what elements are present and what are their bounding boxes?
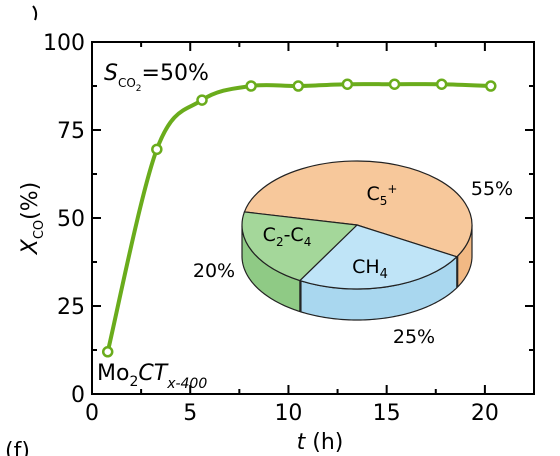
panel-label: (f) [5,439,30,456]
pie-slice-C5+ [243,160,473,258]
y-tick-label: 0 [71,383,85,408]
y-tick-label: 75 [57,119,85,144]
pie-slice-C2-C4 [241,211,359,282]
pie-label-c2c4: C2-C4 [263,224,312,249]
y-tick-label: 50 [57,207,85,232]
pie-label-c5: C5+ [367,182,398,208]
x-tick-label: 15 [373,401,401,426]
pie-label-ch4: CH4 [352,256,388,282]
data-point [341,78,354,90]
data-point [435,78,448,90]
pie-pct-ch4: 25% [393,326,435,348]
conversion-points [101,78,497,358]
data-point [292,80,305,92]
y-tick-label: 100 [43,31,85,56]
pie-slice-CH4 [298,224,458,290]
y-tick-label: 25 [57,295,85,320]
pie-pct-c2c4: 20% [193,260,235,282]
axis-tick-labels: 0 5 10 15 20 0 25 50 75 100 [43,31,499,426]
data-point [101,346,114,358]
axis-ticks [91,41,534,395]
catalyst-annotation: Mo2CTx-400 [97,361,207,392]
x-tick-label: 0 [85,401,99,426]
x-tick-label: 20 [471,401,499,426]
selectivity-annotation: SCO2=50% [104,61,209,94]
data-point [388,78,401,90]
pie-pct-c5: 55% [471,178,513,200]
x-tick-label: 10 [274,401,302,426]
x-axis-title: t (h) [297,430,344,455]
clipped-glyph [32,5,38,21]
selectivity-pie-inset: C5+ CH4 C2-C4 55% 25% 20% [193,160,513,348]
x-tick-label: 5 [183,401,197,426]
y-axis-title: XCO(%) [18,182,47,255]
conversion-line [105,82,493,354]
data-point [245,80,257,92]
data-point [196,94,208,106]
data-point [485,80,497,92]
data-point [151,143,163,156]
